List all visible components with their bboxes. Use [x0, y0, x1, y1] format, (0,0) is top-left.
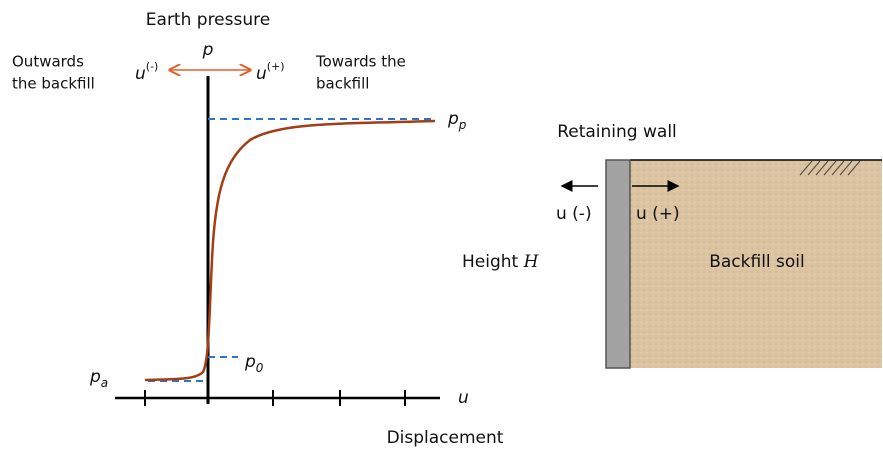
- left-note: the backfill: [12, 75, 95, 93]
- base: p: [89, 367, 101, 387]
- base: p: [447, 109, 459, 129]
- pressure-chart: Earth pressure p u(-) u(+) Outwards the …: [12, 10, 504, 448]
- sub: p: [458, 118, 467, 132]
- x-title: Displacement: [387, 428, 504, 448]
- diagram: Earth pressure p u(-) u(+) Outwards the …: [0, 0, 883, 452]
- right-note: backfill: [316, 75, 369, 93]
- text: Height: [462, 252, 519, 272]
- wall: [606, 160, 630, 368]
- level-lines: [148, 119, 436, 381]
- base: u: [256, 64, 267, 84]
- height-label: Height H: [462, 252, 540, 273]
- level-label: p0: [244, 352, 264, 375]
- wall-diagram: Retaining wall u (-) u (+) Height H Back…: [462, 122, 882, 368]
- base: u: [135, 64, 146, 84]
- pressure-curve: [145, 121, 435, 380]
- sub: 0: [256, 361, 264, 375]
- left-move: u (-): [556, 204, 592, 224]
- title: Earth pressure: [146, 10, 270, 30]
- level-label: pa: [89, 367, 108, 390]
- sup: (-): [146, 60, 159, 73]
- y-axis-label: p: [202, 40, 214, 60]
- left-note: Outwards: [12, 53, 84, 71]
- base: p: [244, 352, 256, 372]
- sup: (+): [267, 60, 285, 73]
- symbol: H: [523, 252, 540, 272]
- x-axis-label: u: [458, 388, 469, 408]
- sub: a: [101, 376, 108, 390]
- soil-label: Backfill soil: [709, 252, 805, 272]
- left-direction: u(-): [135, 60, 158, 84]
- right-direction: u(+): [256, 60, 285, 84]
- level-label: pp: [447, 109, 467, 132]
- wall-title: Retaining wall: [557, 122, 677, 142]
- right-move: u (+): [636, 204, 680, 224]
- right-note: Towards the: [315, 53, 406, 71]
